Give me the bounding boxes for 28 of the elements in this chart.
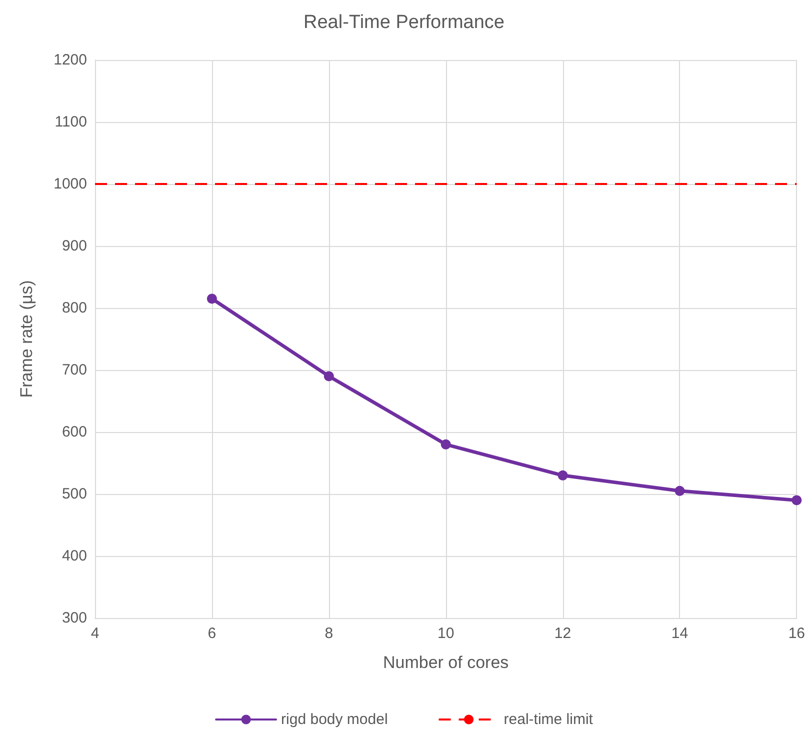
- point: [324, 371, 334, 382]
- y-tick-label: 500: [62, 486, 87, 502]
- point: [206, 294, 217, 304]
- y-tick-label: 1100: [54, 114, 87, 130]
- point: [440, 439, 451, 450]
- x-tick-label: 6: [208, 625, 216, 642]
- x-tick-label: 12: [554, 625, 572, 642]
- legend-label: rigd body model: [281, 711, 388, 728]
- y-axis-title: Frame rate (µs): [17, 280, 36, 398]
- chart-title: Real-Time Performance: [304, 12, 504, 33]
- x-axis-title: Number of cores: [382, 653, 509, 672]
- y-tick-label: 800: [62, 300, 87, 316]
- y-tick-label: 300: [62, 610, 87, 626]
- y-tick-label: 400: [62, 548, 87, 564]
- y-tick-label: 700: [62, 362, 87, 378]
- x-tick-label: 10: [437, 625, 454, 642]
- point: [792, 495, 802, 506]
- y-tick-label: 1000: [54, 176, 87, 192]
- x-tick-label: 16: [788, 625, 805, 642]
- legend-label: real-time limit: [504, 711, 594, 728]
- x-tick-label: 8: [324, 625, 334, 642]
- y-tick-label: 600: [62, 424, 87, 440]
- point: [558, 470, 568, 480]
- y-tick-label: 900: [62, 238, 87, 254]
- point: [674, 486, 685, 496]
- x-tick-label: 14: [671, 625, 688, 642]
- x-tick-label: 4: [90, 625, 100, 642]
- y-tick-label: 1200: [54, 52, 87, 68]
